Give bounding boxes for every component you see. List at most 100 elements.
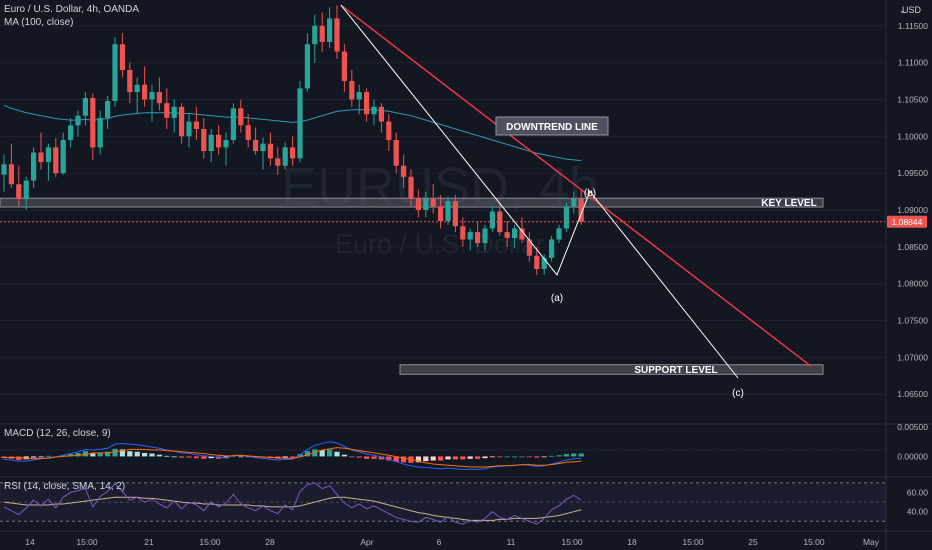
- candle: [304, 33, 310, 93]
- macd-histogram-bar: [415, 456, 421, 463]
- candle-body: [393, 140, 399, 166]
- time-tick-label: Apr: [360, 537, 373, 547]
- downtrend-label-box[interactable]: [495, 116, 609, 136]
- candle-body: [208, 134, 214, 152]
- macd-histogram-bar: [60, 455, 66, 457]
- candle-body: [31, 152, 37, 181]
- macd-histogram-bar: [319, 450, 325, 457]
- macd-histogram-bar: [349, 456, 355, 458]
- candle-body: [223, 140, 229, 148]
- macd-histogram-bar: [556, 455, 562, 457]
- macd-histogram-bar: [290, 456, 296, 458]
- candle: [60, 132, 66, 175]
- rsi-legend[interactable]: RSI (14, close, SMA, 14, 2): [4, 481, 126, 492]
- macd-histogram-bar: [171, 456, 177, 458]
- macd-histogram-bar: [16, 456, 22, 460]
- key-level-label: KEY LEVEL: [761, 198, 816, 209]
- candle-body: [423, 198, 429, 210]
- candle: [53, 137, 59, 177]
- price-axis[interactable]: 1.11500 1.11000 1.10500 1.10000 1.09500 1.090…: [897, 21, 928, 399]
- candle: [371, 99, 377, 126]
- macd-legend[interactable]: MACD (12, 26, close, 9): [4, 428, 111, 439]
- candle-body: [45, 147, 51, 163]
- candle-body: [445, 201, 451, 222]
- candle: [223, 132, 229, 166]
- candle: [386, 114, 392, 152]
- candle: [290, 136, 296, 166]
- time-tick-label: 15:00: [682, 537, 704, 547]
- rsi-axis[interactable]: 60.00 40.00: [907, 487, 929, 516]
- candle-body: [38, 152, 44, 163]
- macd-histogram-bar: [519, 456, 525, 458]
- wave-c-label: (c): [732, 388, 744, 399]
- wave-path[interactable]: [340, 4, 739, 379]
- candle-body: [23, 180, 29, 199]
- macd-plot: [1, 441, 584, 470]
- candle: [149, 84, 155, 122]
- rsi-line: [3, 482, 582, 525]
- macd-histogram-bar: [386, 456, 392, 461]
- currency-chevron-icon: ⌄: [899, 6, 906, 15]
- candle: [8, 143, 14, 188]
- candle: [1, 154, 7, 192]
- symbol-legend[interactable]: Euro / U.S. Dollar, 4h, OANDA: [4, 4, 140, 15]
- candle: [312, 14, 318, 63]
- macd-axis[interactable]: 0.00500 0.00000: [897, 422, 928, 461]
- macd-histogram-bar: [105, 451, 111, 457]
- support-level-band[interactable]: [399, 364, 824, 375]
- candle: [364, 88, 370, 122]
- currency-label: USD: [902, 5, 922, 15]
- candle-body: [134, 84, 140, 93]
- rsi-ma-line: [3, 496, 582, 521]
- macd-histogram-bar: [445, 456, 451, 460]
- macd-histogram-bar: [127, 451, 133, 457]
- candle: [127, 62, 133, 104]
- candle: [393, 132, 399, 174]
- macd-histogram-bar: [393, 456, 399, 462]
- candle-body: [201, 128, 207, 152]
- candle-body: [327, 18, 333, 42]
- candle-body: [371, 106, 377, 115]
- macd-tick-label: 0.00000: [897, 451, 928, 461]
- price-tick-label: 1.09500: [897, 168, 928, 178]
- currency-selector[interactable]: [894, 3, 926, 17]
- candle-body: [82, 98, 88, 116]
- ma-legend[interactable]: MA (100, close): [4, 17, 74, 28]
- candle-body: [156, 92, 162, 104]
- candle: [245, 114, 251, 148]
- candle: [319, 12, 325, 52]
- wave-a-label: (a): [551, 293, 563, 304]
- time-tick-label: 14: [25, 537, 35, 547]
- candle: [179, 103, 185, 144]
- candle: [556, 224, 562, 244]
- candle: [75, 110, 81, 137]
- candle: [275, 147, 281, 175]
- candle-body: [53, 147, 59, 174]
- candle-body: [512, 228, 518, 238]
- downtrend-label: DOWNTREND LINE: [506, 122, 598, 133]
- price-tick-label: 1.11500: [898, 21, 928, 31]
- candle: [216, 125, 222, 155]
- time-axis[interactable]: 14 15:00 21 15:00 28 Apr 6 11 15:00 18 15:00 25 15:0…: [25, 537, 880, 547]
- macd-histogram-bar: [356, 456, 362, 458]
- candle: [438, 195, 444, 229]
- downtrend-line[interactable]: [340, 4, 812, 367]
- candle: [563, 202, 569, 233]
- time-tick-label: 21: [144, 537, 154, 547]
- macd-histogram-bar: [482, 456, 488, 459]
- candle-body: [401, 165, 407, 177]
- macd-histogram-bar: [90, 453, 96, 457]
- last-price-value: 1.08844: [892, 217, 923, 227]
- macd-histogram-bar: [45, 455, 51, 457]
- time-tick-label: 28: [265, 537, 275, 547]
- macd-histogram-bar: [312, 449, 318, 457]
- candle: [38, 132, 44, 170]
- candle-body: [497, 211, 503, 233]
- candle: [549, 235, 555, 262]
- macd-histogram-bar: [578, 453, 584, 457]
- last-price-tag: [887, 215, 927, 228]
- candle: [327, 7, 333, 48]
